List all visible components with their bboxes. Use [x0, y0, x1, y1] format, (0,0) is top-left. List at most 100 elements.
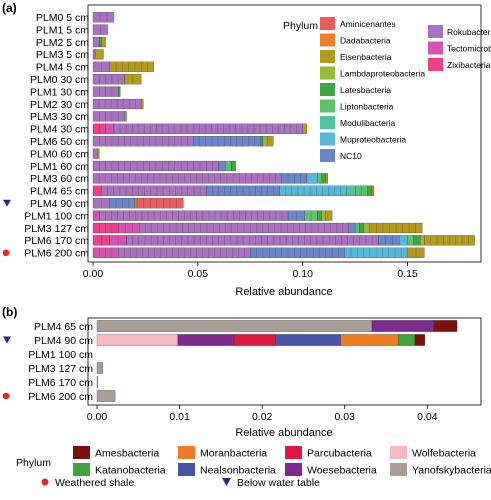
- y-tick-label: PLM1 100 cm: [28, 349, 93, 361]
- bar-segment-nc10: [348, 222, 356, 234]
- panel-b-x-axis-label: Relative abundance: [235, 427, 332, 439]
- bar-segment-rokubacteria: [92, 173, 282, 184]
- bar-segment-rokubacteria: [126, 235, 379, 246]
- panel-a-plot-frame: [87, 4, 482, 263]
- bar-segment-dadabacteria: [134, 198, 138, 209]
- bar-segment-eisenbacteria: [371, 185, 375, 196]
- legend-title: Phylum: [16, 457, 51, 469]
- y-tick-label: PLM3 127 cm: [24, 223, 89, 235]
- legend-entry: Latesbacteria: [340, 85, 391, 95]
- y-tick-label: PLM1 5 cm: [36, 24, 89, 36]
- legend-entry: Zixibacteria: [447, 60, 491, 70]
- y-tick-label: PLM3 60 cm: [30, 173, 89, 185]
- legend-swatch-eisenbacteria: [320, 50, 335, 63]
- bar-segment-nc10: [250, 247, 345, 258]
- y-tick-label: PLM6 50 cm: [30, 136, 89, 148]
- y-tick-label: PLM6 170 cm: [24, 235, 89, 247]
- legend-swatch-nealsonbacteria: [178, 463, 195, 476]
- bar-segment-muproteobacteria: [306, 173, 318, 184]
- bar-segment-modulibacteria: [346, 185, 356, 196]
- below-water-table-marker-icon: [3, 199, 11, 207]
- panel-a-x-axis-label: Relative abundance: [235, 286, 332, 298]
- legend-entry: Moranbacteria: [200, 448, 267, 460]
- legend-entry: Yanofskybacteria: [412, 465, 491, 477]
- bar-segment-nc10: [218, 160, 226, 172]
- bar-segment-nc10: [378, 235, 400, 246]
- legend-swatch-tectomicrobia: [428, 41, 443, 55]
- below-water-table-marker-icon: [222, 478, 231, 486]
- legend-entry: Nealsonbacteria: [200, 465, 276, 477]
- legend-swatch-muproteobacteria: [320, 132, 335, 146]
- bar-segment-latesbacteria: [367, 185, 373, 196]
- bar-segment-latesbacteria: [118, 86, 121, 97]
- y-tick-label: PLM3 5 cm: [36, 49, 89, 61]
- bar-segment-liptonbacteria: [225, 160, 232, 172]
- y-tick-label: PLM4 30 cm: [30, 124, 89, 136]
- legend-entry: Woesebacteria: [307, 465, 377, 477]
- bar-segment-zixibacteria: [92, 185, 102, 196]
- bar-segment-katanobacteria: [398, 334, 416, 346]
- bar-segment-eisenbacteria: [325, 173, 329, 184]
- y-tick-label: PLM2 5 cm: [36, 37, 89, 49]
- y-tick-label: PLM1 30 cm: [30, 86, 89, 98]
- bar-segment-latesbacteria: [99, 36, 102, 48]
- panel-b-legend: Phylum Amesbacteria Katanobacteria Moranbac…: [16, 446, 491, 477]
- legend-entry: Lambdaproteobacteria: [340, 69, 425, 79]
- y-tick-label: PLM4 65 cm: [34, 321, 93, 333]
- y-tick-label: PLM1 60 cm: [30, 161, 89, 173]
- bar-segment-liptonbacteria: [317, 173, 322, 184]
- bar-segment-latesbacteria: [321, 173, 326, 184]
- panel-b-plot-frame: [87, 317, 482, 406]
- legend-entry: Parcubacteria: [307, 448, 372, 460]
- marker-legend: Weathered shale Below water table: [41, 477, 320, 489]
- bar-segment-rokubacteria: [92, 111, 125, 122]
- weathered-shale-label: Weathered shale: [55, 477, 134, 489]
- legend-swatch-parcubacteria: [285, 446, 302, 459]
- legend-swatch-lambdaproteobacteria: [320, 66, 335, 80]
- x-tick-label: 0.05: [188, 268, 209, 280]
- x-tick-label: 0.10: [293, 268, 314, 280]
- legend-swatch-liptonbacteria: [320, 99, 335, 113]
- bar-segment-eisenbacteria: [141, 98, 144, 110]
- bar-segment-eisenbacteria: [101, 36, 106, 48]
- x-tick-label: 0.00: [87, 411, 108, 423]
- bar-segment-woesebacteria: [371, 320, 435, 332]
- bar-segment-lambdaproteobacteria: [420, 235, 425, 246]
- y-tick-label: PLM4 90 cm: [34, 335, 93, 347]
- bar-segment-tectomicrobia: [118, 222, 140, 234]
- bar-segment-yanofskybacteria: [96, 320, 373, 332]
- x-tick-label: 0.04: [417, 411, 438, 423]
- x-tick-label: 0.03: [335, 411, 356, 423]
- legend-swatch-modulibacteria: [320, 116, 335, 129]
- bar-segment-amesbacteria: [433, 320, 458, 332]
- y-tick-label: PLM0 60 cm: [30, 148, 89, 160]
- y-tick-label: PLM1 100 cm: [24, 210, 89, 222]
- bar-segment-tectomicrobia: [105, 123, 115, 134]
- x-tick-label: 0.00: [83, 268, 104, 280]
- y-tick-label: PLM2 30 cm: [30, 99, 89, 111]
- bar-segment-latesbacteria: [359, 222, 364, 234]
- bar-segment-rokubacteria: [92, 74, 125, 85]
- y-tick-label: PLM0 30 cm: [30, 74, 89, 86]
- bar-segment-yanofskybacteria: [96, 362, 103, 374]
- legend-entry: Wolfebacteria: [412, 448, 476, 460]
- bar-segment-nealsonbacteria: [275, 334, 341, 346]
- bar-segment-liptonbacteria: [124, 111, 127, 122]
- bar-segment-latesbacteria: [317, 210, 322, 221]
- y-tick-label: PLM3 30 cm: [30, 111, 89, 123]
- legend-entry: Amesbacteria: [95, 448, 159, 460]
- legend-entry: NC10: [340, 151, 362, 161]
- bar-segment-rokubacteria: [99, 210, 289, 221]
- panel-a-legend: Phylum Aminicenantes Dadabacteria Eisenbact…: [283, 17, 491, 162]
- bar-segment-liptonbacteria: [407, 235, 415, 246]
- x-tick-label: 0.02: [252, 411, 273, 423]
- bar-segment-eisenbacteria: [325, 210, 333, 221]
- legend-entry: Modulibacteria: [340, 118, 396, 128]
- legend-entry: Liptonbacteria: [340, 102, 394, 112]
- y-tick-label: PLM3 127 cm: [28, 363, 93, 375]
- legend-swatch-zixibacteria: [428, 58, 443, 71]
- bar-segment-muproteobacteria: [279, 185, 347, 196]
- bar-segment-parcubacteria: [233, 334, 276, 346]
